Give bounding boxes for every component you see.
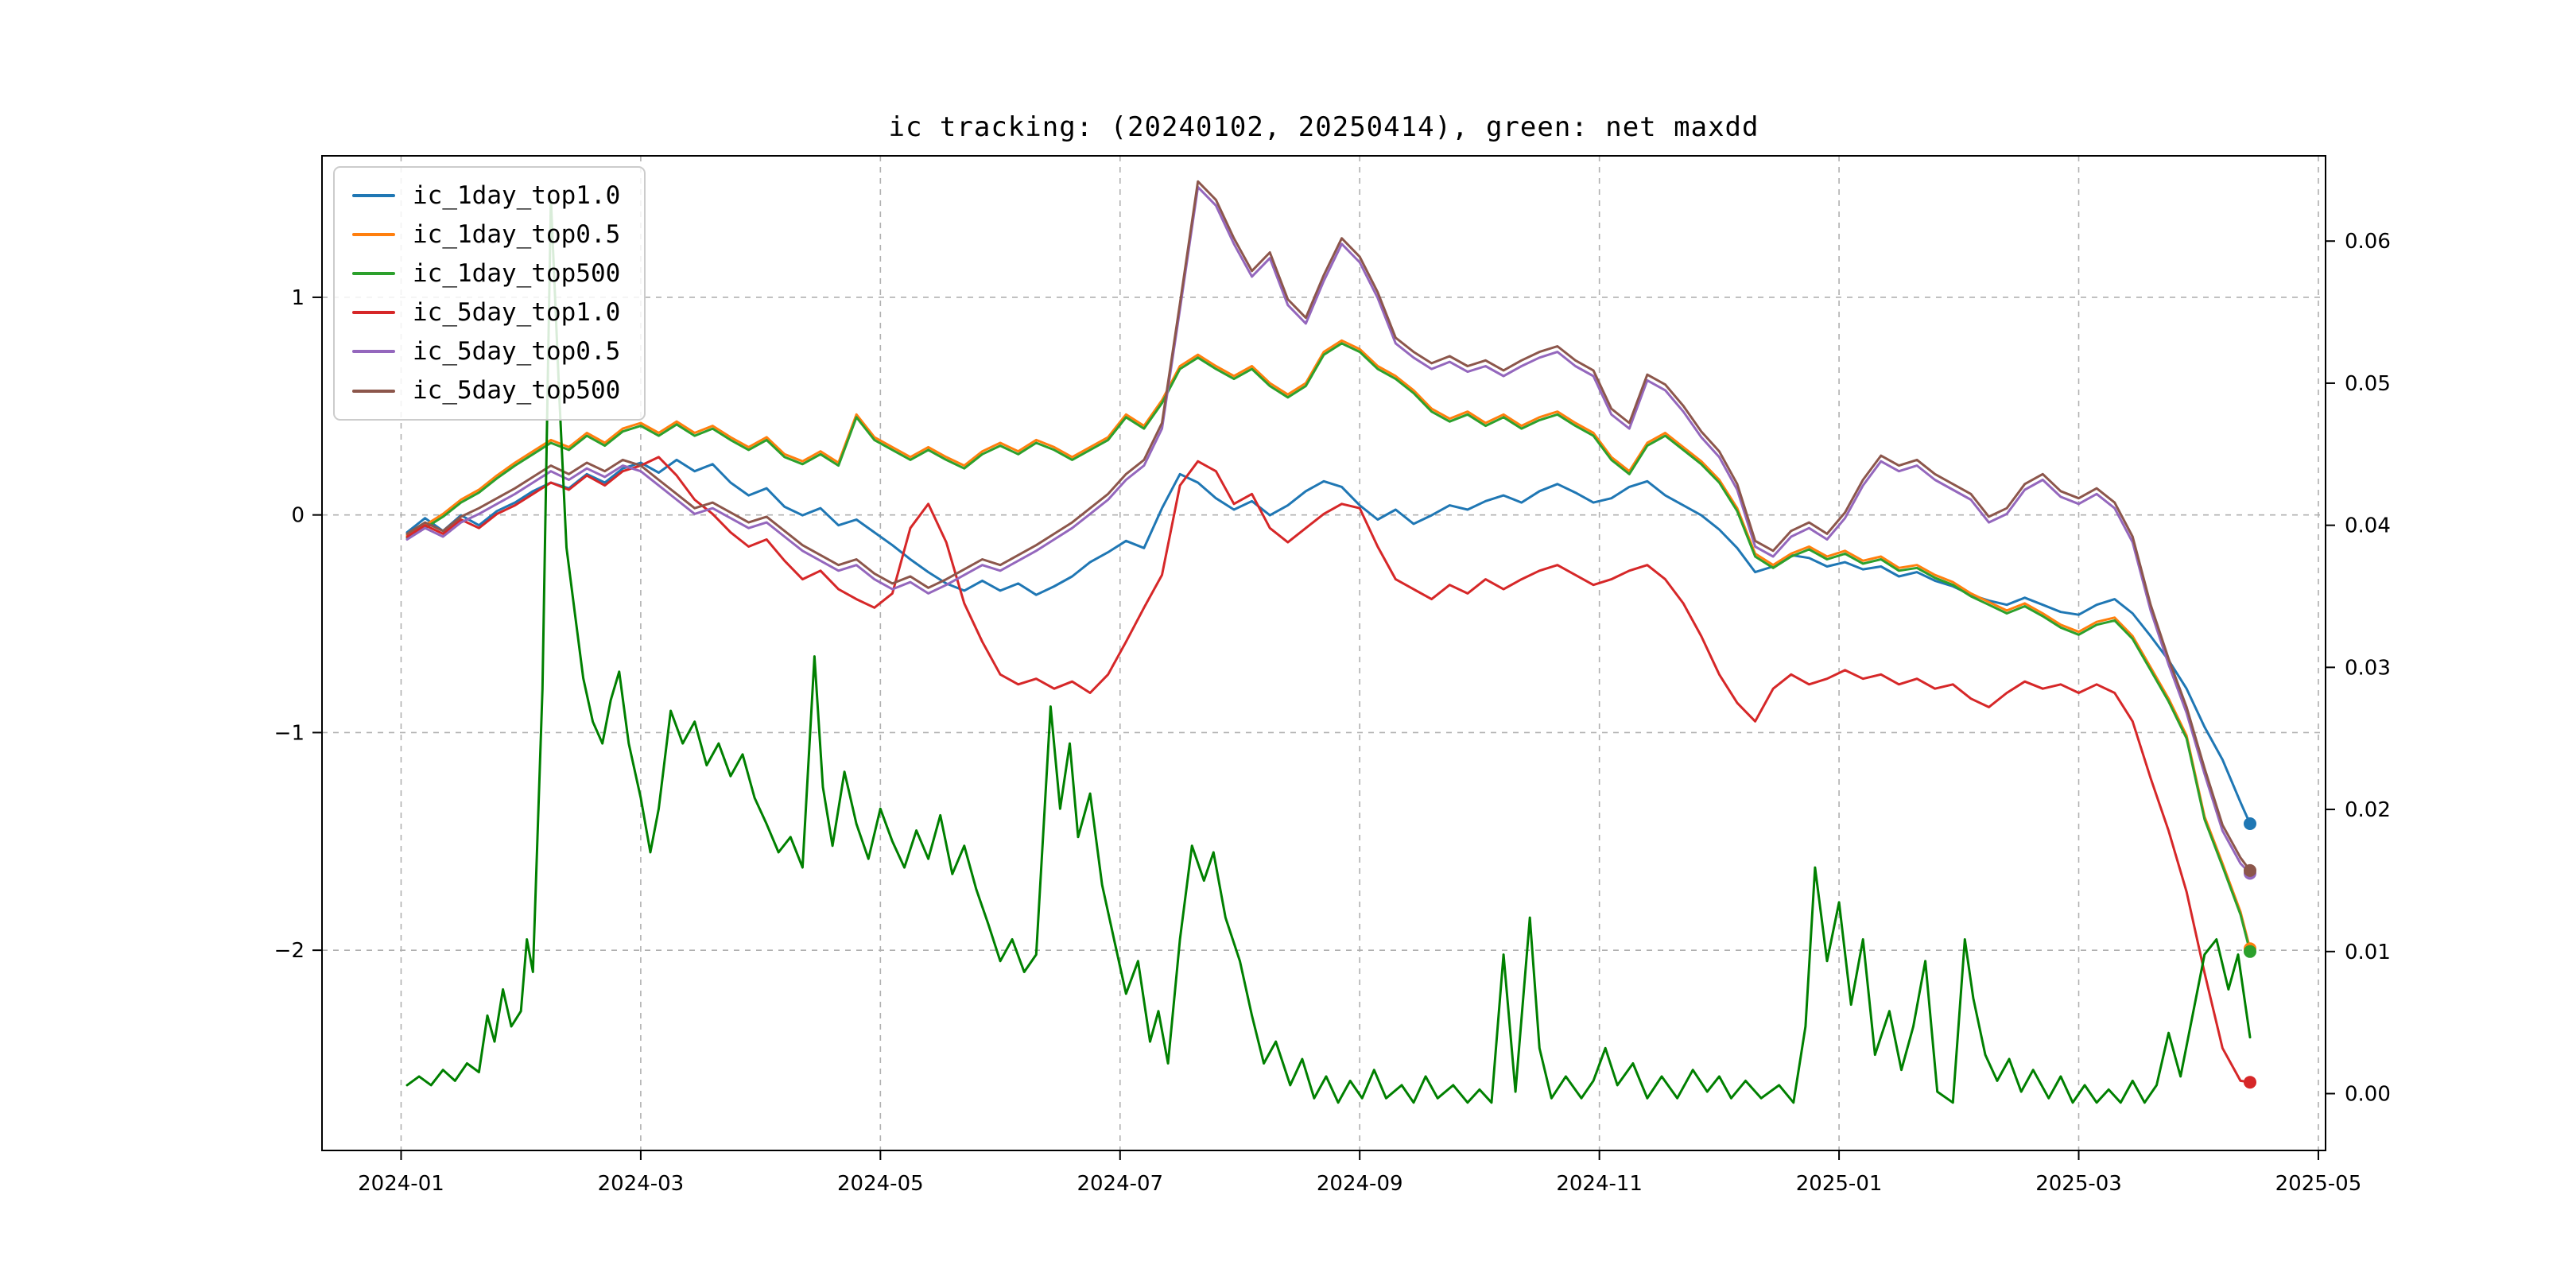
legend-line-swatch <box>352 389 395 393</box>
legend-line-swatch <box>352 272 395 276</box>
x-tick-label: 2024-07 <box>1077 1172 1163 1196</box>
legend-line-swatch <box>352 350 395 354</box>
left-y-tick-label: −1 <box>274 721 305 745</box>
plot-border <box>321 155 2326 1151</box>
right-y-tick-label: 0.02 <box>2345 798 2391 822</box>
x-tick-label: 2024-01 <box>358 1172 444 1196</box>
series-line-ic_5day_top0.5 <box>405 185 2252 875</box>
legend-item-ic_5day_top1.0: ic_5day_top1.0 <box>352 299 620 326</box>
legend-item-ic_5day_top0.5: ic_5day_top0.5 <box>352 338 620 365</box>
right-y-tick-label: 0.03 <box>2345 656 2391 680</box>
left-y-tick-label: 0 <box>291 504 305 528</box>
end-dot-ic_1day_top1.0 <box>2244 817 2256 830</box>
legend-label: ic_1day_top1.0 <box>413 181 621 210</box>
end-dot-ic_1day_top500 <box>2244 945 2256 958</box>
series-line-ic_1day_top500 <box>405 342 2252 953</box>
x-tick-label: 2025-05 <box>2275 1172 2362 1196</box>
legend-line-swatch <box>352 233 395 237</box>
x-tick-label: 2024-11 <box>1556 1172 1643 1196</box>
legend: ic_1day_top1.0 ic_1day_top0.5 ic_1day_top5… <box>333 166 646 421</box>
left-y-tick-label: 1 <box>291 286 305 310</box>
legend-line-swatch <box>352 311 395 315</box>
right-y-tick-label: 0.00 <box>2345 1083 2391 1107</box>
legend-label: ic_1day_top0.5 <box>413 220 621 250</box>
legend-item-ic_1day_top0.5: ic_1day_top0.5 <box>352 221 620 248</box>
x-tick-label: 2024-03 <box>598 1172 685 1196</box>
legend-item-ic_5day_top500: ic_5day_top500 <box>352 376 621 405</box>
x-tick-label: 2024-05 <box>837 1172 924 1196</box>
legend-item-ic_1day_top1.0: ic_1day_top1.0 <box>352 182 620 209</box>
right-y-tick-label: 0.05 <box>2345 372 2391 396</box>
series-line-ic_5day_top1.0 <box>405 456 2252 1084</box>
legend-line-swatch <box>352 194 395 198</box>
right-y-tick-label: 0.06 <box>2345 230 2391 254</box>
series-line-net_maxdd <box>405 198 2252 1104</box>
legend-label: ic_5day_top500 <box>413 376 621 405</box>
x-tick-label: 2024-09 <box>1317 1172 1403 1196</box>
series-line-ic_1day_top1.0 <box>405 458 2252 825</box>
right-y-tick-label: 0.04 <box>2345 514 2391 538</box>
series-line-ic_1day_top0.5 <box>405 339 2252 950</box>
end-dot-ic_5day_top1.0 <box>2244 1076 2256 1089</box>
x-tick-label: 2025-01 <box>1796 1172 1883 1196</box>
chart-title: ic tracking: (20240102, 20250414), green… <box>888 111 1759 143</box>
x-tick-label: 2025-03 <box>2035 1172 2122 1196</box>
legend-label: ic_5day_top1.0 <box>413 298 621 328</box>
series-line-ic_5day_top500 <box>405 180 2252 872</box>
legend-label: ic_5day_top0.5 <box>413 337 621 367</box>
end-dot-ic_5day_top500 <box>2244 863 2256 877</box>
right-y-tick-label: 0.01 <box>2345 941 2391 964</box>
left-y-tick-label: −2 <box>274 939 305 963</box>
legend-label: ic_1day_top500 <box>413 259 621 289</box>
legend-item-ic_1day_top500: ic_1day_top500 <box>352 260 620 287</box>
